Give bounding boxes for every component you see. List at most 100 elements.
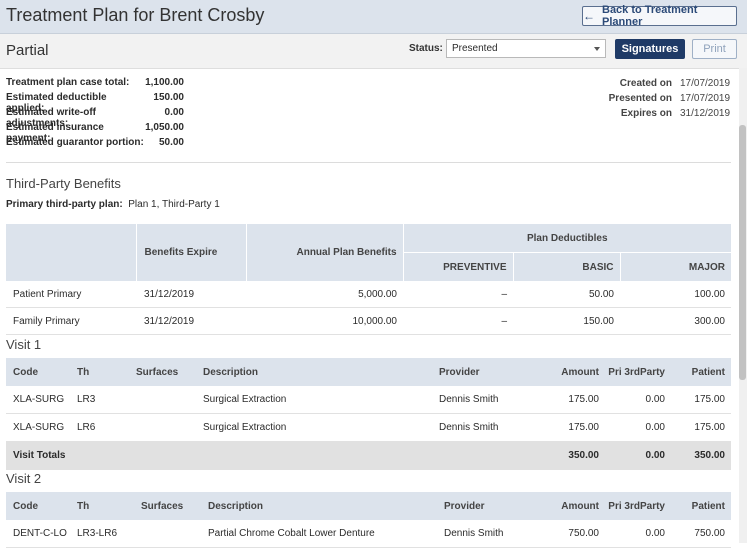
description-header: Description xyxy=(202,358,438,386)
summary-label: Estimated write-off adjustments: xyxy=(6,107,97,129)
status-select[interactable]: Presented xyxy=(446,39,606,58)
date-row: Expires on 31/12/2019 xyxy=(590,108,730,123)
table-row: XLA-SURG LR6 Surgical Extraction Dennis … xyxy=(6,413,731,442)
arrow-left-icon: ← xyxy=(583,9,595,23)
description-header: Description xyxy=(207,492,443,520)
table-row: DENT-C-LO LR3-LR6 Partial Chrome Cobalt … xyxy=(6,520,731,548)
summary-value: 0.00 xyxy=(164,107,184,118)
description-cell: Partial Chrome Cobalt Lower Denture xyxy=(207,520,443,548)
date-row: Created on 17/07/2019 xyxy=(590,78,730,93)
patient-header: Patient xyxy=(671,358,731,386)
benefits-expire: 31/12/2019 xyxy=(136,281,246,308)
th-cell: LR3-LR6 xyxy=(76,520,140,548)
summary-row: Treatment plan case total: 1,100.00 xyxy=(6,77,184,92)
date-value: 17/07/2019 xyxy=(680,93,731,104)
th-header: Th xyxy=(76,492,140,520)
pri-3rdparty-header: Pri 3rdParty xyxy=(605,358,671,386)
visit-2-heading: Visit 2 xyxy=(6,471,42,486)
summary-row: Estimated write-off adjustments: 0.00 xyxy=(6,107,184,129)
provider-cell: Dennis Smith xyxy=(438,386,533,414)
preventive-header: PREVENTIVE xyxy=(402,252,513,281)
patient-header: Patient xyxy=(671,492,731,520)
summary-value: 1,100.00 xyxy=(145,77,184,88)
primary-plan: Primary third-party plan: Plan 1, Third-… xyxy=(6,199,220,210)
description-cell: Surgical Extraction xyxy=(202,413,438,442)
plan-summary: Treatment plan case total: 1,100.00 Esti… xyxy=(6,77,184,152)
back-button-label: Back to Treatment Planner xyxy=(602,4,698,28)
title-bar: Treatment Plan for Brent Crosby ← Back t… xyxy=(0,0,747,34)
provider-header: Provider xyxy=(443,492,538,520)
summary-value: 50.00 xyxy=(158,137,184,148)
chevron-down-icon xyxy=(594,47,600,51)
annual-benefits-header: Annual Plan Benefits xyxy=(245,224,403,281)
pri-3rdparty-header: Pri 3rdParty xyxy=(605,492,671,520)
preventive-deductible: – xyxy=(403,307,513,335)
basic-deductible: 50.00 xyxy=(513,281,620,308)
print-button[interactable]: Print xyxy=(692,39,737,59)
signatures-button[interactable]: Signatures xyxy=(615,39,685,59)
provider-cell: Dennis Smith xyxy=(438,413,533,442)
provider-cell: Dennis Smith xyxy=(443,520,538,548)
description-cell: Surgical Extraction xyxy=(202,386,438,414)
code-cell: DENT-C-LO xyxy=(6,520,76,548)
status-label: Status: xyxy=(409,43,443,54)
amount-cell: 175.00 xyxy=(533,413,605,442)
summary-value: 150.00 xyxy=(153,92,184,103)
plan-name: Patient Primary xyxy=(6,281,136,308)
total-patient: 350.00 xyxy=(671,441,731,470)
amount-cell: 175.00 xyxy=(533,386,605,414)
benefits-table: Benefits Expire Annual Plan Benefits Pla… xyxy=(6,224,731,335)
page-title: Treatment Plan for Brent Crosby xyxy=(6,5,265,25)
date-value: 17/07/2019 xyxy=(680,78,731,89)
major-deductible: 300.00 xyxy=(620,307,731,335)
th-cell: LR3 xyxy=(76,386,135,414)
surfaces-header: Surfaces xyxy=(140,492,207,520)
patient-cell: 175.00 xyxy=(671,413,731,442)
pri-3rdparty-cell: 0.00 xyxy=(605,413,671,442)
pri-3rdparty-cell: 0.00 xyxy=(605,520,671,548)
benefits-expire: 31/12/2019 xyxy=(136,307,246,335)
table-row: Family Primary 31/12/2019 10,000.00 – 15… xyxy=(6,307,731,335)
date-value: 31/12/2019 xyxy=(680,108,731,119)
code-header: Code xyxy=(6,492,76,520)
benefits-expire-header: Benefits Expire xyxy=(135,224,246,281)
patient-cell: 750.00 xyxy=(671,520,731,548)
table-row: XLA-SURG LR3 Surgical Extraction Dennis … xyxy=(6,386,731,414)
th-cell: LR6 xyxy=(76,413,135,442)
preventive-deductible: – xyxy=(403,281,513,308)
basic-deductible: 150.00 xyxy=(513,307,620,335)
back-to-treatment-planner-button[interactable]: ← Back to Treatment Planner xyxy=(582,4,737,28)
summary-row: Estimated guarantor portion: 50.00 xyxy=(6,137,184,152)
third-party-heading: Third-Party Benefits xyxy=(6,176,121,191)
surfaces-cell xyxy=(135,413,202,442)
plan-type-title: Partial xyxy=(6,42,49,59)
code-header: Code xyxy=(6,358,76,386)
plan-deductibles-header: Plan Deductibles xyxy=(402,224,731,253)
visit-totals-row: Visit Totals 350.00 0.00 350.00 xyxy=(6,441,731,470)
amount-cell: 750.00 xyxy=(538,520,605,548)
summary-label: Estimated insurance payment: xyxy=(6,122,104,144)
code-cell: XLA-SURG xyxy=(6,386,76,414)
code-cell: XLA-SURG xyxy=(6,413,76,442)
amount-header: Amount xyxy=(533,358,605,386)
blank-header xyxy=(6,224,136,281)
scrollbar-thumb[interactable] xyxy=(739,125,746,380)
total-amount: 350.00 xyxy=(533,441,605,470)
major-deductible: 100.00 xyxy=(620,281,731,308)
visit-1-table: Code Th Surfaces Description Provider Am… xyxy=(6,358,731,470)
summary-label: Estimated deductible applied: xyxy=(6,92,107,114)
surfaces-header: Surfaces xyxy=(135,358,202,386)
table-row: Patient Primary 31/12/2019 5,000.00 – 50… xyxy=(6,281,731,308)
major-header: MAJOR xyxy=(619,252,731,281)
patient-cell: 175.00 xyxy=(671,386,731,414)
summary-label: Treatment plan case total: xyxy=(6,77,130,88)
divider xyxy=(6,162,731,163)
th-header: Th xyxy=(76,358,135,386)
summary-value: 1,050.00 xyxy=(145,122,184,133)
amount-header: Amount xyxy=(538,492,605,520)
primary-plan-value: Plan 1, Third-Party 1 xyxy=(128,199,220,210)
primary-plan-label: Primary third-party plan: xyxy=(6,199,123,210)
summary-row: Estimated insurance payment: 1,050.00 xyxy=(6,122,184,144)
total-pri-3rdparty: 0.00 xyxy=(605,441,671,470)
annual-benefits: 10,000.00 xyxy=(246,307,403,335)
